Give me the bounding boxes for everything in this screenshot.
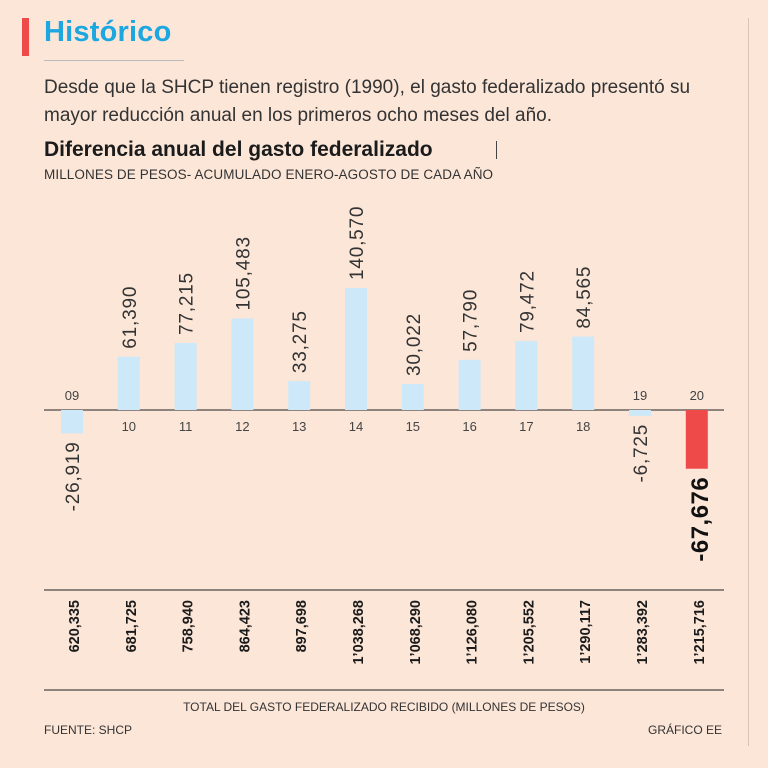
total-value-17: 1’205,552: [521, 600, 537, 665]
value-label-19: -6,725: [631, 424, 652, 483]
value-label-14: 140,570: [347, 206, 368, 280]
bar-20: [685, 410, 708, 469]
category-label-15: 15: [406, 419, 420, 434]
category-label-18: 18: [576, 419, 590, 434]
value-label-17: 79,472: [517, 270, 538, 333]
total-value-09: 620,335: [67, 600, 83, 652]
total-value-20: 1’215,716: [692, 600, 708, 665]
category-label-09: 09: [65, 388, 79, 403]
category-label-17: 17: [519, 419, 533, 434]
total-value-12: 864,423: [237, 600, 253, 652]
bar-17: [515, 341, 538, 410]
bar-14: [345, 288, 367, 410]
total-value-19: 1’283,392: [635, 600, 651, 665]
accent-bar: [22, 18, 29, 56]
value-label-20: -67,676: [687, 477, 714, 562]
totals-caption: TOTAL DEL GASTO FEDERALIZADO RECIBIDO (M…: [183, 700, 585, 714]
bar-18: [572, 336, 595, 410]
category-label-10: 10: [122, 419, 136, 434]
value-label-11: 77,215: [177, 272, 198, 335]
bar-19: [629, 410, 651, 416]
value-label-15: 30,022: [404, 313, 425, 376]
value-label-09: -26,919: [63, 441, 84, 511]
total-value-15: 1’068,290: [408, 600, 424, 665]
value-label-18: 84,565: [574, 266, 595, 329]
bar-12: [231, 318, 254, 410]
total-value-14: 1’038,268: [351, 600, 367, 665]
bar-16: [458, 359, 481, 410]
category-label-16: 16: [462, 419, 476, 434]
total-value-13: 897,698: [294, 600, 310, 652]
value-label-16: 57,790: [461, 289, 482, 352]
chart-subtitle: MILLONES DE PESOS- ACUMULADO ENERO-AGOST…: [44, 167, 494, 182]
category-label-12: 12: [235, 419, 249, 434]
title-underline: [44, 60, 184, 61]
category-label-13: 13: [292, 419, 306, 434]
category-label-11: 11: [179, 419, 193, 434]
intro-text: Desde que la SHCP tienen registro (1990)…: [44, 77, 691, 126]
category-label-14: 14: [349, 419, 363, 434]
graphic-credit: GRÁFICO EE: [647, 723, 722, 737]
right-divider: [748, 18, 749, 746]
value-label-13: 33,275: [290, 310, 311, 373]
value-label-10: 61,390: [120, 286, 141, 349]
bar-11: [174, 342, 197, 410]
source-note: FUENTE: SHCP: [44, 723, 133, 737]
bar-15: [401, 383, 424, 410]
bar-09: [61, 410, 83, 434]
title-separator: [496, 141, 497, 159]
section-title: Histórico: [44, 16, 172, 48]
total-value-11: 758,940: [181, 600, 197, 652]
value-label-12: 105,483: [233, 236, 254, 310]
bar-10: [117, 356, 140, 410]
total-value-16: 1’126,080: [465, 600, 481, 665]
chart-title: Diferencia anual del gasto federalizado: [44, 138, 433, 161]
category-label-20: 20: [690, 388, 704, 403]
bar-13: [288, 381, 311, 410]
total-value-10: 681,725: [124, 600, 140, 652]
total-value-18: 1’290,117: [578, 600, 594, 664]
category-label-19: 19: [633, 388, 647, 403]
